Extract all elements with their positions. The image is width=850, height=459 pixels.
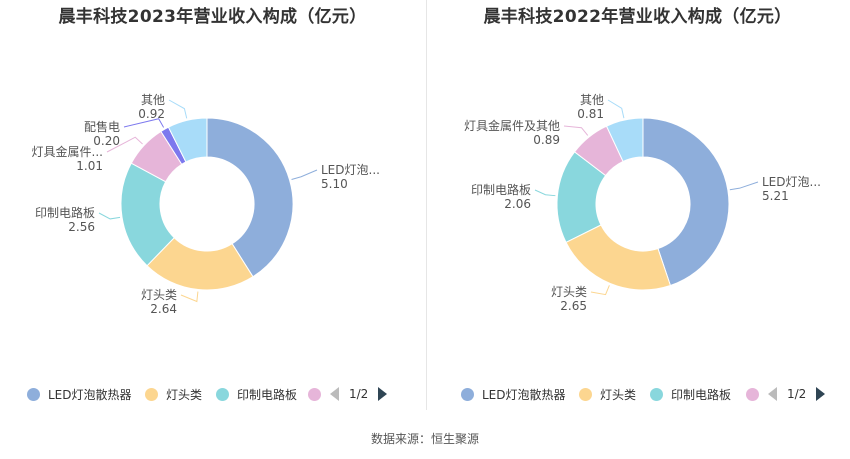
slice-value-0: 5.21 xyxy=(762,189,789,203)
slice-label-4: 其他 xyxy=(580,93,604,107)
page-indicator: 1/2 xyxy=(349,387,369,401)
leader-line-3 xyxy=(563,125,589,136)
leader-line-0 xyxy=(291,169,318,181)
legend-swatch-more xyxy=(308,387,321,401)
legend-item-more[interactable] xyxy=(746,383,767,405)
legend-item-pcb[interactable]: 印制电路板 xyxy=(650,383,731,405)
slice-label-3: 灯具金属件及其他 xyxy=(464,118,560,133)
slice-5[interactable] xyxy=(167,117,208,163)
leader-line-5 xyxy=(168,99,188,119)
slice-label-2: 印制电路板 xyxy=(35,205,95,220)
legend-label-led: LED灯泡散热器 xyxy=(482,387,566,402)
leader-line-2 xyxy=(98,212,121,220)
prev-page-icon[interactable] xyxy=(768,387,777,401)
slice-value-2: 2.06 xyxy=(504,197,531,211)
leader-line-4 xyxy=(607,99,625,119)
chart-title-2023: 晨丰科技2023年营业收入构成（亿元） xyxy=(58,7,367,27)
legend-label-pcb: 印制电路板 xyxy=(671,387,732,402)
slice-label-1: 灯头类 xyxy=(141,288,177,302)
slice-label-0: LED灯泡... xyxy=(762,175,821,189)
next-page-icon[interactable] xyxy=(378,387,388,401)
slice-label-5: 其他 xyxy=(141,93,165,107)
legend-swatch-led xyxy=(27,387,40,401)
legend-swatch-pcb xyxy=(216,387,229,401)
slice-label-2: 印制电路板 xyxy=(471,182,531,197)
legend-label-lamp-cap: 灯头类 xyxy=(166,387,203,402)
leader-line-1 xyxy=(180,291,199,303)
legend-item-more[interactable] xyxy=(308,383,329,405)
slice-value-2: 2.56 xyxy=(68,220,95,234)
slice-label-1: 灯头类 xyxy=(551,285,587,299)
legend-item-lamp-cap[interactable]: 灯头类 xyxy=(579,383,636,405)
legend-label-led: LED灯泡散热器 xyxy=(48,387,132,402)
chart-panel-2023: 晨丰科技2023年营业收入构成（亿元） LED灯泡... 5.10 灯头类 2.64 印… xyxy=(0,0,425,410)
legend-swatch-led xyxy=(461,387,474,401)
leader-line-1 xyxy=(590,285,610,296)
legend-swatch-more xyxy=(746,387,759,401)
slice-value-1: 2.65 xyxy=(560,299,587,313)
chart-title-2022: 晨丰科技2022年营业收入构成（亿元） xyxy=(483,7,792,27)
slice-value-4: 0.81 xyxy=(577,107,604,121)
legend-pager-2022: 1/2 xyxy=(768,383,826,405)
legend-pager-2023: 1/2 xyxy=(330,383,388,405)
slice-4[interactable] xyxy=(605,117,644,163)
leader-line-3 xyxy=(106,136,143,153)
leader-line-2 xyxy=(534,189,556,197)
leader-line-0 xyxy=(729,181,759,191)
data-source-note: 数据来源：恒生聚源 xyxy=(370,432,479,446)
legend-swatch-lamp-cap xyxy=(579,387,592,401)
slice-label-3: 灯具金属件... xyxy=(32,144,103,159)
next-page-icon[interactable] xyxy=(816,387,826,401)
slice-value-3: 1.01 xyxy=(76,159,103,173)
chart-panel-2022: 晨丰科技2022年营业收入构成（亿元） LED灯泡... 5.21 灯头类 2.65 印… xyxy=(425,0,850,410)
legend-swatch-pcb xyxy=(650,387,663,401)
legend-item-lamp-cap[interactable]: 灯头类 xyxy=(145,383,202,405)
legend-item-led[interactable]: LED灯泡散热器 xyxy=(27,383,132,405)
panel-divider xyxy=(426,0,427,410)
page-indicator: 1/2 xyxy=(787,387,807,401)
slice-label-4: 配售电 xyxy=(84,119,120,134)
slice-value-3: 0.89 xyxy=(533,133,560,147)
legend-swatch-lamp-cap xyxy=(145,387,158,401)
slice-value-0: 5.10 xyxy=(321,177,348,191)
legend-item-pcb[interactable]: 印制电路板 xyxy=(216,383,297,405)
slice-value-1: 2.64 xyxy=(150,302,177,316)
slice-value-4: 0.20 xyxy=(93,134,120,148)
slice-value-5: 0.92 xyxy=(138,107,165,121)
legend-2023: LED灯泡散热器 灯头类 印制电路板 1/2 xyxy=(0,383,425,405)
slice-0[interactable] xyxy=(206,117,294,278)
prev-page-icon[interactable] xyxy=(330,387,339,401)
leader-line-4 xyxy=(123,118,165,128)
legend-2022: LED灯泡散热器 灯头类 印制电路板 1/2 xyxy=(425,383,850,405)
legend-label-lamp-cap: 灯头类 xyxy=(600,387,637,402)
legend-label-pcb: 印制电路板 xyxy=(237,387,298,402)
legend-item-led[interactable]: LED灯泡散热器 xyxy=(461,383,566,405)
slice-label-0: LED灯泡... xyxy=(321,163,380,177)
slice-0[interactable] xyxy=(642,117,730,287)
